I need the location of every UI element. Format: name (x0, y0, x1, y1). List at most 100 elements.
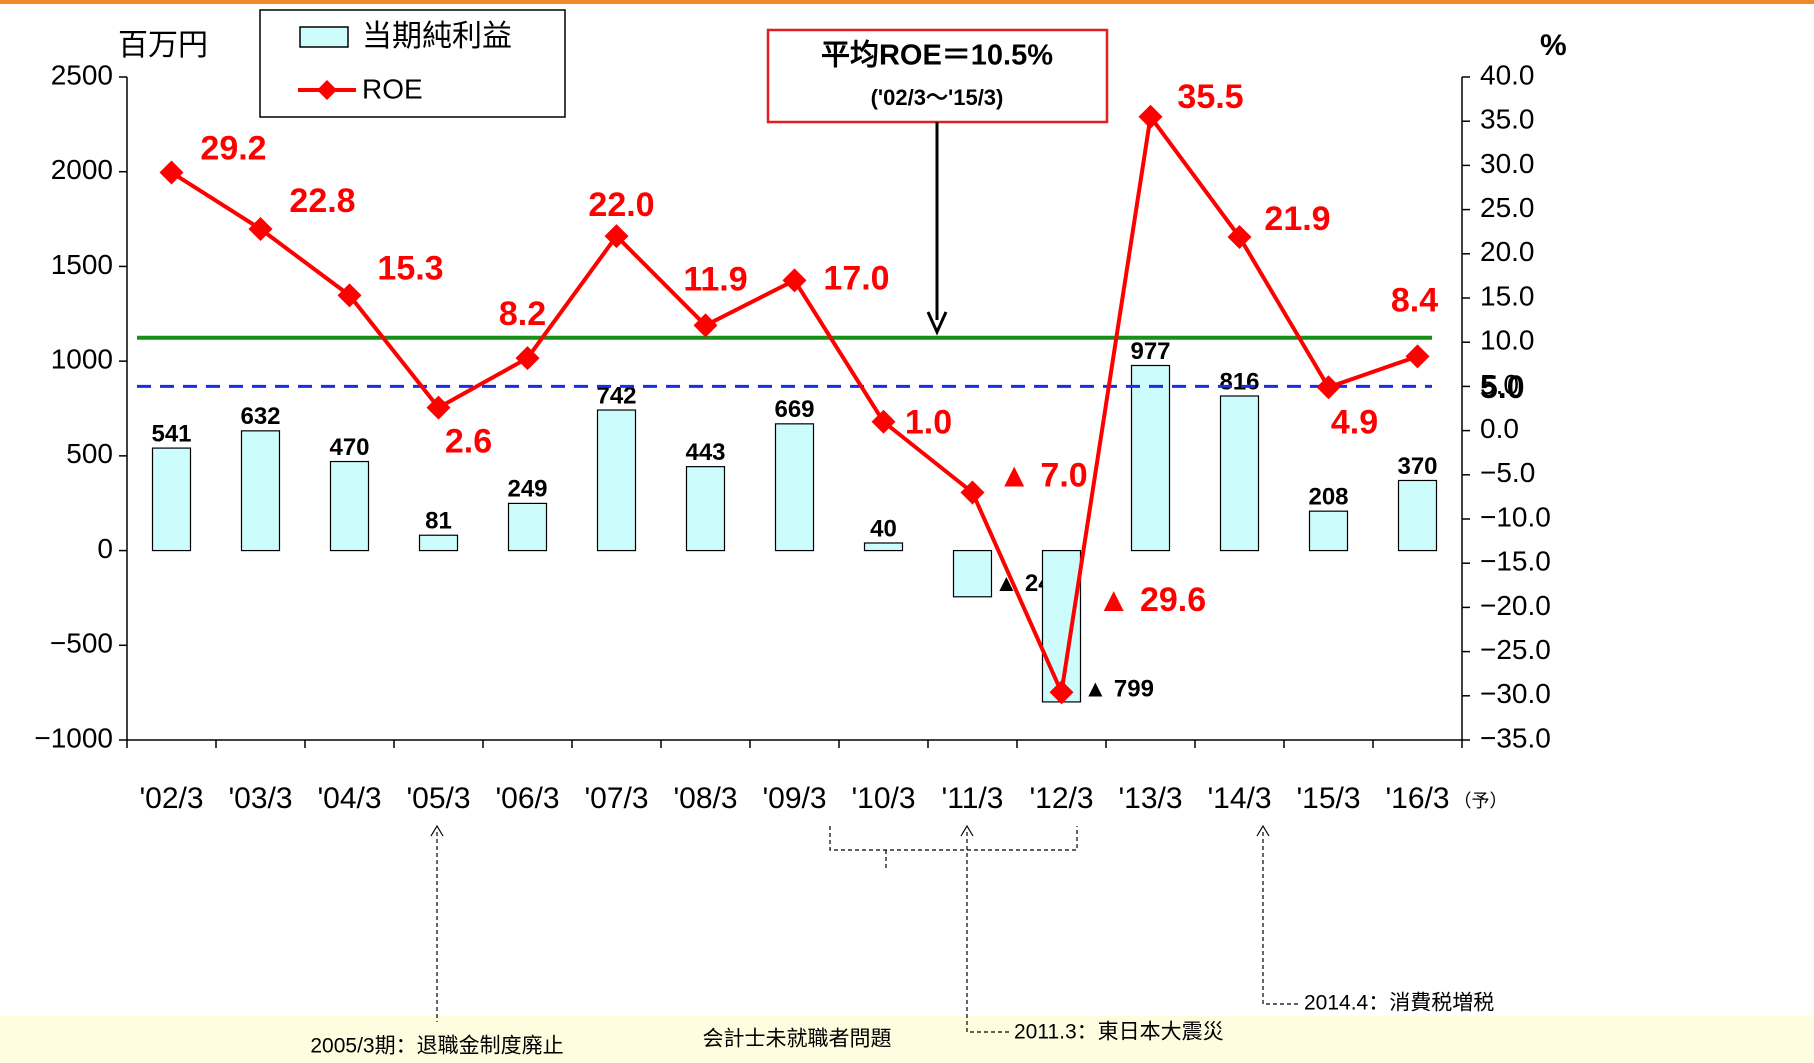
roe-value-label: 29.2 (200, 129, 266, 167)
note: 会計士未就職者問題 (703, 1028, 892, 1051)
y2-tick-label: 40.0 (1480, 59, 1535, 90)
x-tick-label: '04/3 (317, 782, 381, 815)
x-tick-label: '13/3 (1118, 782, 1182, 815)
bottom-stripe (0, 1016, 1814, 1063)
y2-tick-label: −15.0 (1480, 546, 1551, 577)
roe-marker (1138, 104, 1163, 129)
note-arrowheads (430, 824, 1270, 837)
bar (240, 430, 281, 552)
x-tick-label: '06/3 (495, 782, 559, 815)
y2-tick-label: −25.0 (1480, 634, 1551, 665)
x-tick-label: '12/3 (1029, 782, 1093, 815)
roe-marker (515, 346, 540, 371)
roe-marker (1405, 344, 1430, 369)
y-tick-label: 2000 (51, 154, 113, 185)
x-tick-label: '02/3 (139, 782, 203, 815)
roe-marker (248, 217, 273, 242)
x-tick-label: '16/3 (1385, 782, 1449, 815)
bar (1219, 395, 1260, 552)
bar (685, 466, 726, 552)
bar-value-label: 208 (1308, 484, 1348, 511)
roe-marker (159, 160, 184, 185)
bar-value-label: 81 (425, 508, 452, 535)
bar (863, 542, 904, 552)
roe-value-label: 4.9 (1331, 403, 1378, 441)
roe-value-label: 1.0 (905, 404, 952, 442)
bar-value-label: 40 (870, 515, 897, 542)
bar (952, 549, 993, 598)
roe-value-label: 21.9 (1264, 200, 1330, 238)
legend-marker (317, 80, 337, 100)
roe-value-label: ▲ 7.0 (997, 456, 1087, 494)
note-connectors (436, 826, 1300, 1033)
y-tick-label: 2500 (51, 59, 113, 90)
roe-marker (960, 480, 985, 505)
bar (329, 460, 370, 552)
roe-value-label: 15.3 (377, 249, 443, 287)
roe-marker (337, 283, 362, 308)
roe-marker (426, 395, 451, 420)
bar-value-label: 443 (685, 439, 725, 466)
y2-tick-label: 0.0 (1480, 413, 1519, 444)
x-tick-label: '10/3 (851, 782, 915, 815)
legend-label: ROE (362, 73, 423, 104)
bar (507, 502, 548, 552)
roe-value-label: 35.5 (1177, 78, 1243, 116)
bar (418, 534, 459, 552)
top-stripe (0, 0, 1814, 4)
note: 2011.3：東日本大震災 (1014, 1021, 1224, 1044)
y2-tick-label: −35.0 (1480, 722, 1551, 753)
note: 2005/3期：退職金制度廃止 (310, 1035, 563, 1058)
roe-marker (782, 268, 807, 293)
x-tick-label: '05/3 (406, 782, 470, 815)
bar (1041, 549, 1082, 703)
annotation-subtitle: ('02/3～'15/3) (871, 85, 1004, 110)
roe-value-label: 22.8 (289, 182, 355, 220)
y-tick-label: −500 (50, 628, 113, 659)
y2-tick-label: 10.0 (1480, 325, 1535, 356)
bar (596, 409, 637, 552)
y2-axis-label: % (1540, 29, 1567, 62)
note: 2014.4：消費税増税 (1304, 992, 1494, 1015)
roe-value-label: 8.4 (1391, 281, 1438, 319)
roe-marker (871, 409, 896, 434)
bar (1130, 364, 1171, 552)
legend-swatch (299, 26, 349, 48)
y2-tick-label: −10.0 (1480, 501, 1551, 532)
y2-tick-label: 20.0 (1480, 236, 1535, 267)
roe-value-label: ▲ 29.6 (1097, 581, 1206, 619)
annotation-title: 平均ROE＝10.5% (821, 39, 1053, 72)
roe-value-label: 17.0 (823, 259, 889, 297)
y2-tick-label: −20.0 (1480, 590, 1551, 621)
y-tick-label: 500 (66, 438, 113, 469)
bar (1308, 510, 1349, 552)
y2-tick-label: −30.0 (1480, 678, 1551, 709)
y-tick-label: 1500 (51, 249, 113, 280)
roe-marker (604, 224, 629, 249)
roe-marker (1227, 225, 1252, 250)
y-axis-label: 百万円 (118, 29, 208, 62)
x-tick-label: '07/3 (584, 782, 648, 815)
roe-value-label: 22.0 (588, 186, 654, 224)
bar-value-label: 249 (507, 476, 547, 503)
bar-value-label: 669 (774, 396, 814, 423)
forecast-note: （予） (1454, 791, 1508, 811)
y-tick-label: 0 (97, 533, 113, 564)
y2-tick-label: 5.0 (1480, 369, 1519, 400)
roe-value-label: 8.2 (499, 295, 546, 333)
legend-label: 当期純利益 (362, 20, 512, 53)
x-tick-label: '11/3 (942, 782, 1004, 815)
roe-value-label: 2.6 (445, 423, 492, 461)
x-tick-label: '09/3 (762, 782, 826, 815)
roe-marker (1049, 680, 1074, 705)
y-tick-label: −1000 (34, 722, 113, 753)
y2-tick-label: 15.0 (1480, 280, 1535, 311)
roe-marker (693, 313, 718, 338)
bar (774, 423, 815, 552)
bar-value-label: ▲ 799 (1084, 675, 1154, 702)
y2-tick-label: 25.0 (1480, 192, 1535, 223)
x-tick-label: '14/3 (1207, 782, 1271, 815)
x-tick-label: '15/3 (1296, 782, 1360, 815)
bar-value-label: 816 (1219, 368, 1259, 395)
